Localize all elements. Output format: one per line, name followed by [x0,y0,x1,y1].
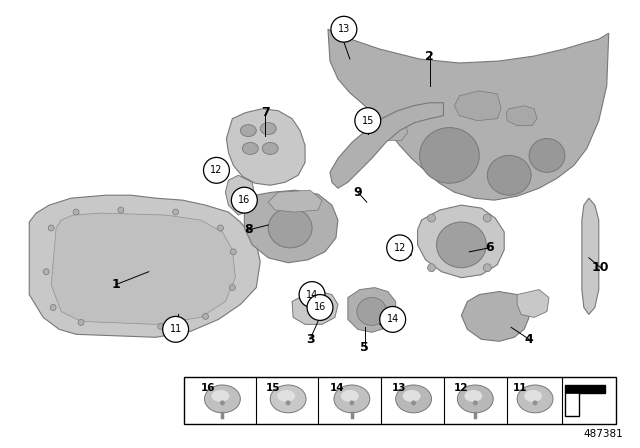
Ellipse shape [436,222,486,268]
Ellipse shape [277,390,295,402]
Polygon shape [348,288,396,332]
Ellipse shape [211,390,229,402]
Polygon shape [292,292,338,324]
Ellipse shape [483,214,492,222]
Ellipse shape [483,264,492,271]
Ellipse shape [529,138,565,172]
Ellipse shape [73,209,79,215]
Text: 4: 4 [525,333,534,346]
Polygon shape [417,205,504,278]
Ellipse shape [532,401,538,405]
Circle shape [387,235,413,261]
Circle shape [307,294,333,320]
Polygon shape [227,109,305,185]
Ellipse shape [78,319,84,325]
Text: 6: 6 [485,241,493,254]
Text: 14: 14 [306,289,318,300]
Polygon shape [225,175,255,215]
Text: 12: 12 [211,165,223,175]
Ellipse shape [396,385,431,413]
Ellipse shape [411,401,416,405]
Polygon shape [454,91,501,121]
Ellipse shape [218,225,223,231]
Polygon shape [565,385,605,416]
Ellipse shape [205,385,241,413]
Circle shape [299,282,325,307]
Polygon shape [29,195,260,337]
Ellipse shape [420,128,479,183]
Ellipse shape [403,390,420,402]
Text: 11: 11 [513,383,527,393]
Text: 14: 14 [387,314,399,324]
Ellipse shape [334,385,370,413]
Polygon shape [506,106,537,125]
Bar [184,377,616,424]
Ellipse shape [262,142,278,155]
Text: 12: 12 [453,383,468,393]
Ellipse shape [260,123,276,134]
Ellipse shape [220,401,225,405]
Text: 9: 9 [353,186,362,199]
Text: 487381: 487381 [584,429,623,439]
Circle shape [355,108,381,134]
Polygon shape [330,103,444,188]
Text: 12: 12 [394,243,406,253]
Ellipse shape [44,269,49,275]
Ellipse shape [270,385,306,413]
Circle shape [232,187,257,213]
Text: 16: 16 [200,383,215,393]
Circle shape [163,316,189,342]
Ellipse shape [157,323,164,329]
Text: 16: 16 [314,302,326,312]
Ellipse shape [473,401,478,405]
Ellipse shape [229,284,236,291]
Ellipse shape [465,390,483,402]
Ellipse shape [118,207,124,213]
Text: 2: 2 [425,50,434,63]
Ellipse shape [341,390,359,402]
Text: 8: 8 [244,224,253,237]
Text: 5: 5 [360,341,369,354]
Ellipse shape [230,249,236,255]
Text: 15: 15 [362,116,374,125]
Text: 15: 15 [266,383,281,393]
Circle shape [380,306,406,332]
Ellipse shape [357,297,387,325]
Ellipse shape [428,214,435,222]
Ellipse shape [428,264,435,271]
Ellipse shape [517,385,553,413]
Ellipse shape [243,142,259,155]
Text: 16: 16 [238,195,250,205]
Ellipse shape [349,401,355,405]
Polygon shape [582,198,599,314]
Text: 11: 11 [170,324,182,334]
Polygon shape [268,190,322,212]
Circle shape [331,16,357,42]
Polygon shape [461,292,529,341]
Text: 7: 7 [261,106,269,119]
Text: 13: 13 [392,383,406,393]
Ellipse shape [50,305,56,310]
Text: 3: 3 [306,333,314,346]
Text: 10: 10 [592,261,609,274]
Polygon shape [378,116,408,141]
Ellipse shape [173,209,179,215]
Text: 1: 1 [111,278,120,291]
Ellipse shape [268,208,312,248]
Ellipse shape [48,225,54,231]
Ellipse shape [487,155,531,195]
Polygon shape [328,29,609,200]
Ellipse shape [524,390,542,402]
Ellipse shape [458,385,493,413]
Text: 13: 13 [338,24,350,34]
Polygon shape [244,190,338,263]
Ellipse shape [202,314,209,319]
Ellipse shape [241,125,256,137]
Polygon shape [51,213,236,324]
Ellipse shape [285,401,291,405]
Polygon shape [565,385,605,393]
Polygon shape [517,289,549,318]
Text: 14: 14 [330,383,344,393]
Circle shape [204,157,229,183]
